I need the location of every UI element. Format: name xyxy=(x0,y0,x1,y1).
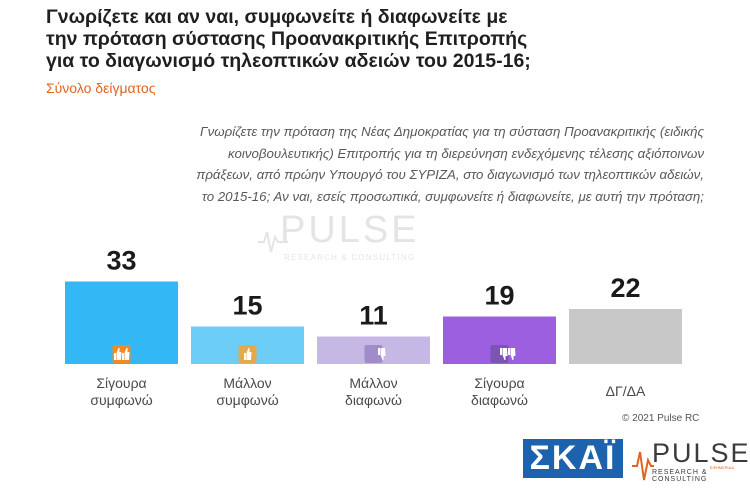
category-label: διαφωνώ xyxy=(471,392,528,408)
question-line: κοινοβουλευτικής) Επιτροπής για τη διερε… xyxy=(228,145,704,161)
category-label: Μάλλον xyxy=(349,375,397,391)
thumbs-up-icon xyxy=(238,345,257,363)
copyright-text: © 2021 Pulse RC xyxy=(622,413,700,424)
category-label: Σίγουρα xyxy=(474,375,524,391)
data-label: 33 xyxy=(106,246,136,276)
skai-logo: ΣΚΑΪ xyxy=(523,439,623,478)
pulse-wave-icon xyxy=(632,451,654,481)
title-line: για το διαγωνισμό τηλεοπτικών αδειών του… xyxy=(46,50,531,72)
pulse-watermark: PULSE RESEARCH & CONSULTING xyxy=(258,207,428,269)
watermark-text: PULSE xyxy=(280,209,420,251)
title-line: την πρόταση σύστασης Προανακριτικής Επιτ… xyxy=(46,28,528,50)
bar xyxy=(569,309,682,364)
data-label: 19 xyxy=(484,281,514,311)
question-line: Γνωρίζετε την πρόταση της Νέας Δημοκρατί… xyxy=(200,124,704,139)
question-line: το 2015-16; Αν ναι, εσείς προσωπικά, συμ… xyxy=(201,188,704,204)
pulse-logo-tiny-text: ΕΦΗΜΕΡΙΔΑ xyxy=(710,465,734,470)
watermark-subtext: RESEARCH & CONSULTING xyxy=(284,253,416,262)
category-label: διαφωνώ xyxy=(345,392,402,408)
title-line: Γνωρίζετε και αν ναι, συμφωνείτε ή διαφω… xyxy=(46,6,508,28)
data-label: 11 xyxy=(359,301,388,331)
pulse-wave-icon xyxy=(258,231,288,253)
data-label: 15 xyxy=(232,291,262,321)
bar-chart: 33Σίγουρασυμφωνώ15Μάλλονσυμφωνώ11Μάλλονδ… xyxy=(65,246,682,408)
question-line: πράξεων, από πρώην Υπουργό του ΣΥΡΙΖΑ, σ… xyxy=(196,167,704,182)
category-label: ΔΓ/ΔΑ xyxy=(606,383,646,399)
pulse-logo: PULSE ΕΦΗΜΕΡΙΔΑ RESEARCH & CONSULTING xyxy=(632,438,749,485)
category-label: συμφωνώ xyxy=(90,392,152,408)
category-label: Σίγουρα xyxy=(96,375,146,391)
chart-title: Γνωρίζετε και αν ναι, συμφωνείτε ή διαφω… xyxy=(46,6,606,72)
survey-question: Γνωρίζετε την πρόταση της Νέας Δημοκρατί… xyxy=(70,121,704,207)
pulse-logo-subtext: RESEARCH & CONSULTING xyxy=(652,469,708,483)
category-label: συμφωνώ xyxy=(216,392,278,408)
category-label: Μάλλον xyxy=(223,375,271,391)
double-thumbs-down-icon xyxy=(490,345,516,363)
data-label: 22 xyxy=(610,273,640,303)
pulse-logo-text: PULSE xyxy=(652,438,750,468)
thumbs-down-icon xyxy=(364,345,386,363)
double-thumbs-up-icon xyxy=(112,345,131,363)
chart-subtitle: Σύνολο δείγματος xyxy=(46,80,156,96)
